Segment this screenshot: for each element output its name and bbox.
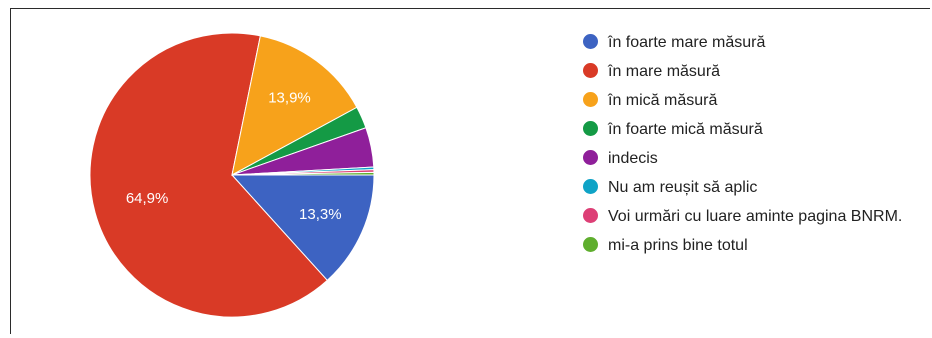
legend-label: Nu am reușit să aplic [608, 179, 758, 196]
pie-value-labels: 13,3% 64,9% 13,9% [126, 89, 342, 223]
legend-swatch [583, 63, 598, 78]
legend-item: Nu am reușit să aplic [583, 177, 913, 198]
legend-swatch [583, 121, 598, 136]
legend-swatch [583, 92, 598, 107]
legend: în foarte mare măsură în mare măsură în mi… [583, 32, 913, 264]
legend-swatch [583, 208, 598, 223]
legend-item: mi-a prins bine totul [583, 235, 913, 256]
legend-swatch [583, 237, 598, 252]
slice-value-label-3: 13,9% [268, 89, 311, 106]
legend-swatch [583, 150, 598, 165]
legend-item: în foarte mare măsură [583, 32, 913, 53]
chart-frame [10, 8, 930, 334]
legend-swatch [583, 34, 598, 49]
legend-swatch [583, 179, 598, 194]
legend-label: indecis [608, 150, 658, 167]
legend-label: în foarte mare măsură [608, 34, 766, 51]
legend-item: în mică măsură [583, 90, 913, 111]
legend-item: indecis [583, 148, 913, 169]
pie-slice-1 [230, 174, 375, 282]
pie-slices [89, 32, 375, 318]
pie-slice-2 [89, 32, 328, 318]
legend-label: în mare măsură [608, 63, 721, 80]
legend-label: mi-a prins bine totul [608, 237, 748, 254]
pie-slice-8 [231, 171, 375, 176]
legend-item: Voi urmări cu luare aminte pagina BNRM. [583, 206, 913, 227]
legend-item: în foarte mică măsură [583, 119, 913, 140]
pie-slice-3 [231, 35, 358, 176]
legend-label: în foarte mică măsură [608, 121, 763, 138]
legend-item: în mare măsură [583, 61, 913, 82]
legend-label: în mică măsură [608, 92, 718, 109]
slice-value-label-1: 13,3% [299, 206, 342, 223]
slice-value-label-2: 64,9% [126, 190, 169, 207]
legend-label: Voi urmări cu luare aminte pagina BNRM. [608, 208, 903, 225]
